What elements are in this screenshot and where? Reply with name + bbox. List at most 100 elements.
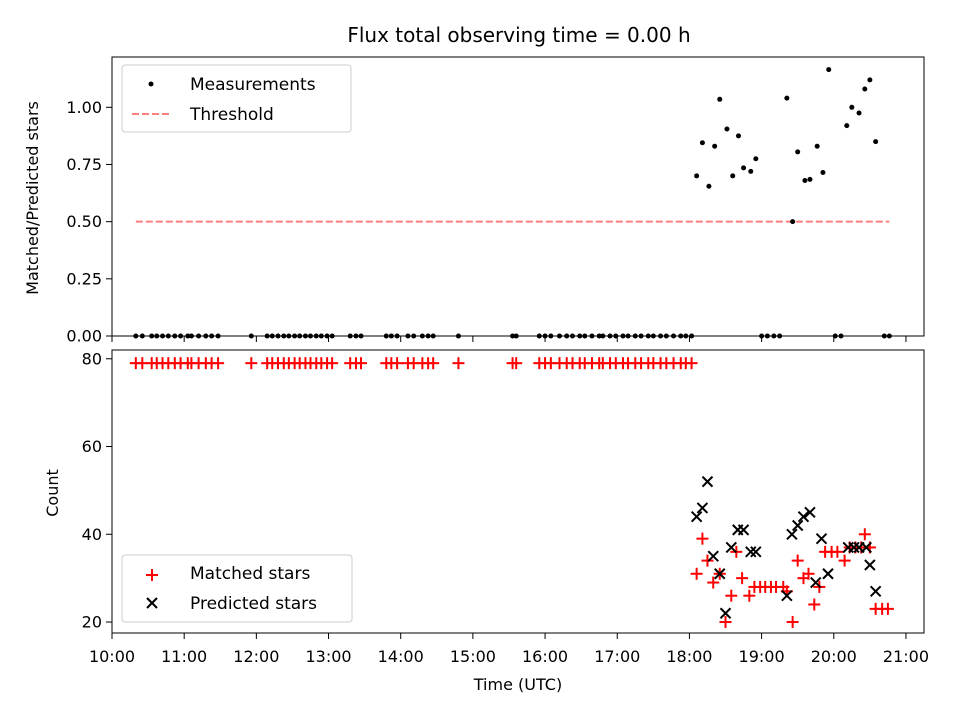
measurement-point <box>712 143 718 149</box>
matched-star-point <box>725 589 738 602</box>
matched-star-point <box>881 602 894 615</box>
measurement-point <box>730 173 736 179</box>
legend-measurements-marker <box>148 81 154 87</box>
x-tick-label: 15:00 <box>450 647 496 666</box>
bottom-plot-frame <box>111 349 925 634</box>
predicted-star-point <box>848 541 860 554</box>
matched-star-point <box>802 567 815 580</box>
measurement-point <box>849 104 855 110</box>
legend-predicted-marker <box>146 597 158 609</box>
matched-star-point <box>707 576 720 589</box>
measurement-point <box>820 169 826 175</box>
measurement-point <box>784 95 790 101</box>
matched-star-point <box>355 357 368 370</box>
legend-predicted-label: Predicted stars <box>190 594 317 614</box>
predicted-star-point <box>797 511 810 523</box>
x-tick-label: 17:00 <box>594 647 640 666</box>
matched-star-point <box>838 554 851 567</box>
bottom-y-tick-label: 20 <box>82 613 102 632</box>
predicted-star-point <box>750 546 762 558</box>
predicted-star-point <box>781 589 793 602</box>
top-y-tick-label: 1.00 <box>66 98 102 117</box>
measurement-point <box>795 149 801 155</box>
top-y-axis-label: Matched/Predicted stars <box>23 101 42 295</box>
x-tick-label: 12:00 <box>233 647 279 666</box>
measurement-point <box>694 173 700 179</box>
bottom-x-ticks: 10:00 11:00 12:00 13:00 14:00 15:00 16:00 17:00… <box>89 633 929 666</box>
legend-matched-label: Matched stars <box>190 564 310 584</box>
matched-star-point <box>326 357 339 370</box>
predicted-star-point <box>701 475 714 488</box>
predicted-star-point <box>860 541 872 554</box>
top-y-tick-label: 0.25 <box>66 269 102 288</box>
measurement-point <box>699 140 705 146</box>
predicted-star-point <box>690 511 703 523</box>
predicted-star-point <box>815 532 828 545</box>
top-plot-frame <box>111 56 925 337</box>
top-y-ticks: 0.00 0.25 0.50 0.75 1.00 <box>66 98 112 346</box>
x-tick-label: 13:00 <box>305 647 351 666</box>
measurement-point <box>844 123 850 129</box>
matched-star-point <box>690 567 703 580</box>
x-tick-label: 14:00 <box>378 647 424 666</box>
matched-star-point <box>696 532 709 545</box>
measurement-point <box>753 156 759 162</box>
legend-threshold-label: Threshold <box>189 105 274 125</box>
x-tick-label: 19:00 <box>739 647 785 666</box>
predicted-star-point <box>869 585 882 598</box>
top-y-tick-label: 0.50 <box>66 212 102 231</box>
predicted-star-point <box>791 519 804 532</box>
matched-star-point <box>452 357 465 370</box>
measurement-point <box>856 110 862 116</box>
matched-star-point <box>808 598 821 611</box>
measurement-point <box>706 183 712 189</box>
x-tick-label: 11:00 <box>161 647 207 666</box>
measurement-point <box>724 126 730 132</box>
measurement-point <box>873 139 879 145</box>
measurement-point <box>748 168 754 174</box>
x-tick-label: 10:00 <box>89 647 135 666</box>
bottom-plot-marks <box>129 357 894 629</box>
matched-star-point <box>701 554 714 567</box>
predicted-star-point <box>864 559 876 571</box>
x-tick-label: 21:00 <box>883 647 929 666</box>
bottom-legend: Matched stars Predicted stars <box>121 554 353 623</box>
matched-star-point <box>685 357 698 370</box>
bottom-y-ticks: 20 40 60 80 <box>82 349 112 632</box>
predicted-star-point <box>714 568 726 580</box>
matched-star-point <box>743 589 756 602</box>
measurement-point <box>717 96 723 102</box>
bottom-y-axis-label: Count <box>43 469 62 517</box>
legend-matched-marker <box>146 569 158 581</box>
legend-measurements-label: Measurements <box>190 75 316 95</box>
chart-title: Flux total observing time = 0.00 h <box>347 23 690 47</box>
measurement-point <box>802 177 808 183</box>
top-y-tick-label: 0.75 <box>66 155 102 174</box>
predicted-star-point <box>804 506 816 519</box>
predicted-star-point <box>737 524 750 536</box>
x-tick-label: 18:00 <box>666 647 712 666</box>
top-plot-marks <box>133 67 892 339</box>
matched-star-point <box>791 554 804 567</box>
matched-star-point <box>831 545 844 558</box>
matched-star-point <box>427 357 440 370</box>
matched-star-point <box>510 357 523 370</box>
matched-star-point <box>212 357 225 370</box>
matched-star-point <box>858 528 871 541</box>
predicted-star-point <box>822 568 834 580</box>
matched-star-point <box>786 616 799 629</box>
bottom-y-tick-label: 80 <box>82 349 102 368</box>
bottom-legend-box <box>121 554 353 623</box>
top-y-tick-label: 0.00 <box>66 327 102 346</box>
predicted-star-point <box>696 502 709 514</box>
measurement-point <box>814 143 820 149</box>
x-axis-label: Time (UTC) <box>473 675 562 694</box>
measurement-point <box>867 77 873 83</box>
predicted-star-point <box>786 528 798 540</box>
bottom-y-tick-label: 60 <box>82 437 102 456</box>
bottom-panel: Count Time (UTC) 20 40 60 80 10:00 11:00 12:0… <box>43 349 929 694</box>
measurement-point <box>736 133 742 139</box>
top-legend-box <box>121 64 352 133</box>
measurement-point <box>826 67 832 73</box>
measurement-point <box>741 165 747 171</box>
